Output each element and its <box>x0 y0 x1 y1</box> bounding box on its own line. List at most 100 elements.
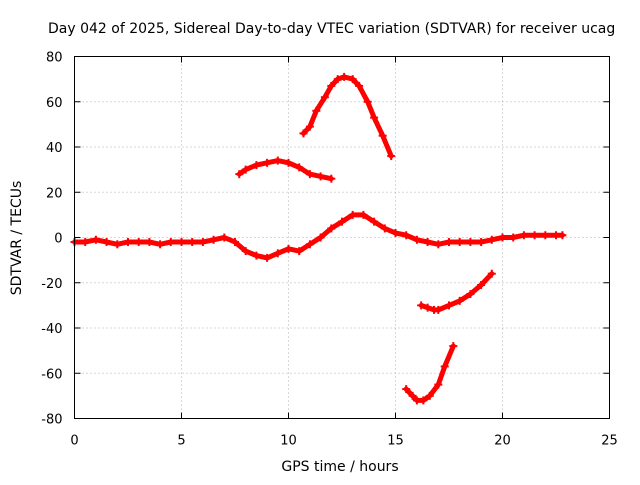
data-point <box>541 231 550 240</box>
x-tick-label: 5 <box>177 434 185 449</box>
data-point <box>378 131 387 140</box>
data-point <box>402 385 411 394</box>
data-point <box>145 238 154 247</box>
data-point <box>134 238 143 247</box>
data-point <box>327 81 336 90</box>
data-point <box>434 305 443 314</box>
data-point <box>408 391 417 400</box>
data-point <box>449 342 458 351</box>
data-point <box>558 231 567 240</box>
data-point <box>487 269 496 278</box>
data-point <box>263 158 272 167</box>
data-point <box>391 228 400 237</box>
data-point <box>417 301 426 310</box>
data-point <box>241 247 250 256</box>
data-point <box>198 238 207 247</box>
y-tick-label: 80 <box>46 51 63 66</box>
data-point <box>102 238 111 247</box>
data-point <box>387 152 396 161</box>
data-point <box>333 75 342 84</box>
data-point <box>299 129 308 138</box>
data-point <box>177 238 186 247</box>
series-line-arc-3 <box>418 271 495 313</box>
data-point <box>209 235 218 244</box>
data-point <box>477 238 486 247</box>
data-point <box>509 233 518 242</box>
data-point <box>423 303 432 312</box>
y-tick-label: 60 <box>46 96 63 111</box>
y-tick-label: 0 <box>54 232 62 247</box>
data-point <box>284 158 293 167</box>
data-point <box>370 217 379 226</box>
data-point <box>419 396 428 405</box>
data-point <box>231 238 239 247</box>
data-point <box>188 238 197 247</box>
ticks: 0 5 10 15 20 25 -80 -60 -40 -20 0 20 40 60 80 <box>41 51 618 449</box>
data-point <box>519 231 528 240</box>
x-tick-label: 25 <box>601 434 618 449</box>
data-point <box>295 163 304 172</box>
data-point <box>327 224 336 233</box>
y-tick-label: -60 <box>41 367 62 382</box>
chart-title: Day 042 of 2025, Sidereal Day-to-day VTE… <box>48 21 615 37</box>
series-line-arc-2 <box>301 74 394 159</box>
data-point <box>166 238 175 247</box>
data-point <box>466 238 475 247</box>
x-axis-label: GPS time / hours <box>281 459 398 475</box>
data-point <box>380 224 389 233</box>
data-point <box>320 93 329 102</box>
series-line-arc-1 <box>236 158 334 182</box>
data-point <box>316 172 325 181</box>
data-point <box>445 238 453 247</box>
data-point <box>423 238 432 247</box>
data-point <box>81 238 90 247</box>
data-point <box>370 113 379 122</box>
x-tick-label: 0 <box>70 434 78 449</box>
data-point <box>312 106 321 115</box>
y-tick-label: 40 <box>46 141 63 156</box>
data-point <box>124 238 132 247</box>
data-point <box>434 380 443 389</box>
data-point <box>412 235 421 244</box>
data-point <box>455 238 464 247</box>
data-point <box>316 233 325 242</box>
data-point <box>113 240 122 249</box>
data-point <box>220 233 229 242</box>
x-tick-label: 20 <box>494 434 511 449</box>
data-point <box>305 122 314 131</box>
data-point <box>402 231 411 240</box>
data-point <box>327 174 336 183</box>
data-point <box>273 156 282 165</box>
data-point <box>355 81 364 90</box>
data-point <box>284 244 293 253</box>
data-point <box>498 233 507 242</box>
data-point <box>425 391 434 400</box>
y-tick-label: -80 <box>41 413 62 428</box>
data-point <box>338 217 346 226</box>
y-tick-label: 20 <box>46 186 63 201</box>
y-tick-label: -40 <box>41 322 62 337</box>
data-point <box>445 301 453 310</box>
data-point <box>363 97 372 106</box>
data-point <box>348 75 357 84</box>
data-point <box>305 240 314 249</box>
data-point <box>156 240 165 249</box>
data-point <box>241 165 250 174</box>
x-tick-label: 15 <box>387 434 404 449</box>
series-layer <box>70 72 567 405</box>
data-point <box>305 170 314 179</box>
data-point <box>235 170 244 179</box>
x-tick-label: 10 <box>280 434 297 449</box>
data-point <box>263 253 272 262</box>
data-point <box>252 161 261 170</box>
data-point <box>455 296 464 305</box>
data-point <box>440 362 449 371</box>
data-point <box>340 72 349 81</box>
data-point <box>530 231 539 240</box>
data-point <box>466 290 475 299</box>
data-point <box>273 249 282 258</box>
data-point <box>295 247 304 256</box>
data-point <box>477 281 486 290</box>
data-point <box>487 235 496 244</box>
